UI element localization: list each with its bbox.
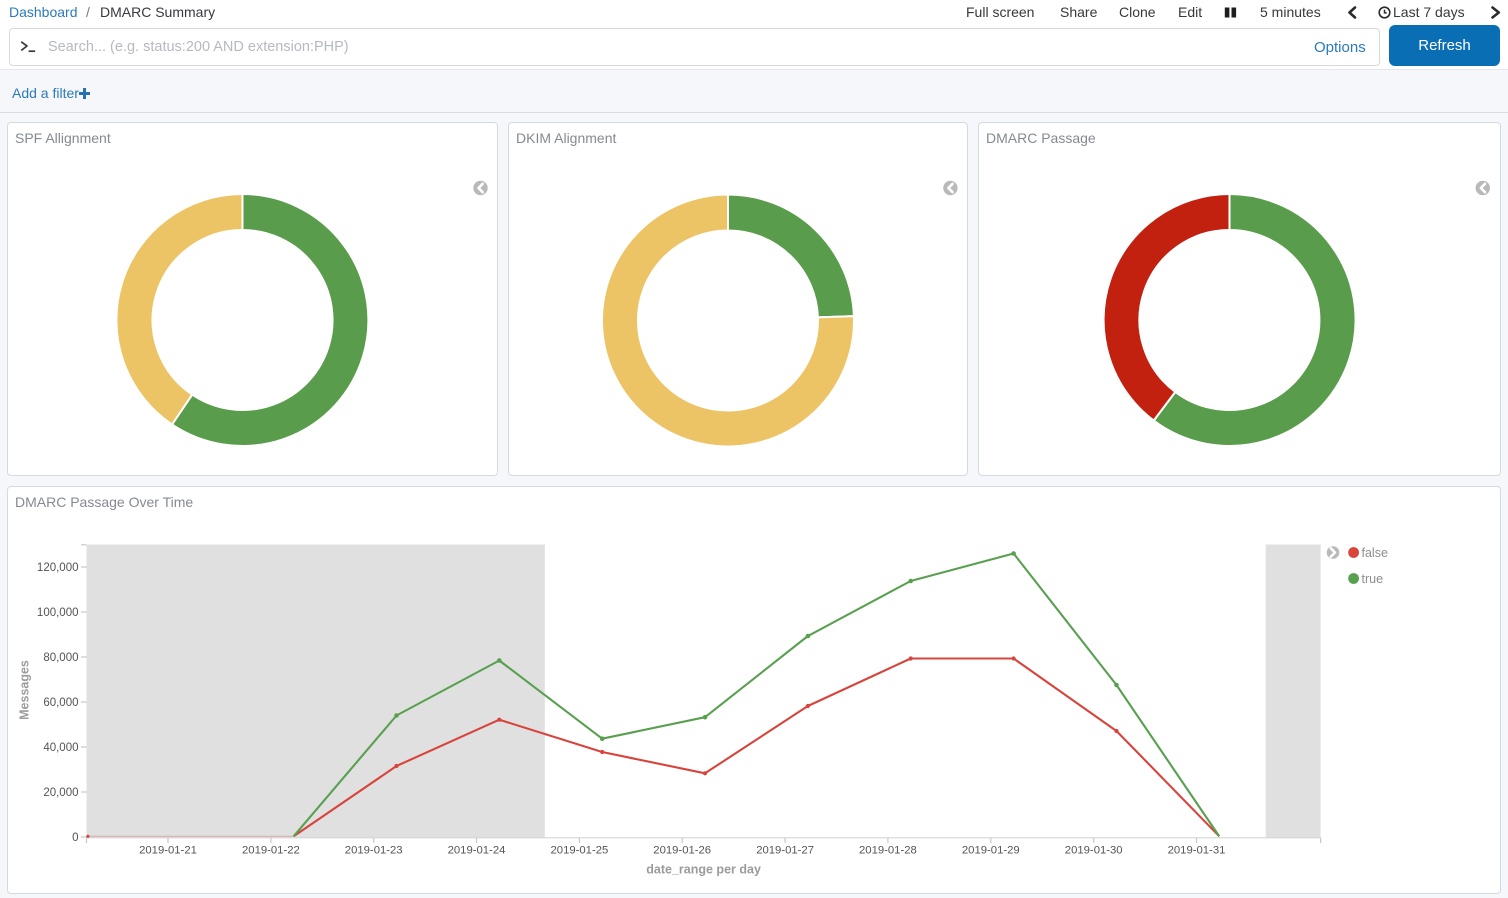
svg-text:20,000: 20,000 bbox=[43, 787, 78, 799]
svg-text:2019-01-21: 2019-01-21 bbox=[139, 845, 197, 857]
svg-text:Messages: Messages bbox=[18, 660, 32, 720]
svg-text:120,000: 120,000 bbox=[37, 562, 79, 574]
svg-text:2019-01-28: 2019-01-28 bbox=[859, 845, 917, 857]
svg-text:2019-01-31: 2019-01-31 bbox=[1168, 845, 1226, 857]
svg-text:80,000: 80,000 bbox=[43, 652, 78, 664]
svg-text:2019-01-22: 2019-01-22 bbox=[242, 845, 300, 857]
svg-text:false: false bbox=[1362, 546, 1388, 560]
svg-text:2019-01-25: 2019-01-25 bbox=[551, 845, 609, 857]
svg-text:2019-01-26: 2019-01-26 bbox=[653, 845, 711, 857]
svg-text:2019-01-30: 2019-01-30 bbox=[1065, 845, 1123, 857]
svg-text:60,000: 60,000 bbox=[43, 697, 78, 709]
svg-text:2019-01-24: 2019-01-24 bbox=[448, 845, 506, 857]
svg-text:2019-01-27: 2019-01-27 bbox=[756, 845, 814, 857]
svg-text:40,000: 40,000 bbox=[43, 742, 78, 754]
svg-text:2019-01-29: 2019-01-29 bbox=[962, 845, 1020, 857]
svg-text:date_range per day: date_range per day bbox=[646, 863, 761, 877]
svg-text:2019-01-23: 2019-01-23 bbox=[345, 845, 403, 857]
svg-text:100,000: 100,000 bbox=[37, 607, 79, 619]
svg-text:true: true bbox=[1362, 572, 1384, 586]
svg-text:0: 0 bbox=[72, 832, 78, 844]
